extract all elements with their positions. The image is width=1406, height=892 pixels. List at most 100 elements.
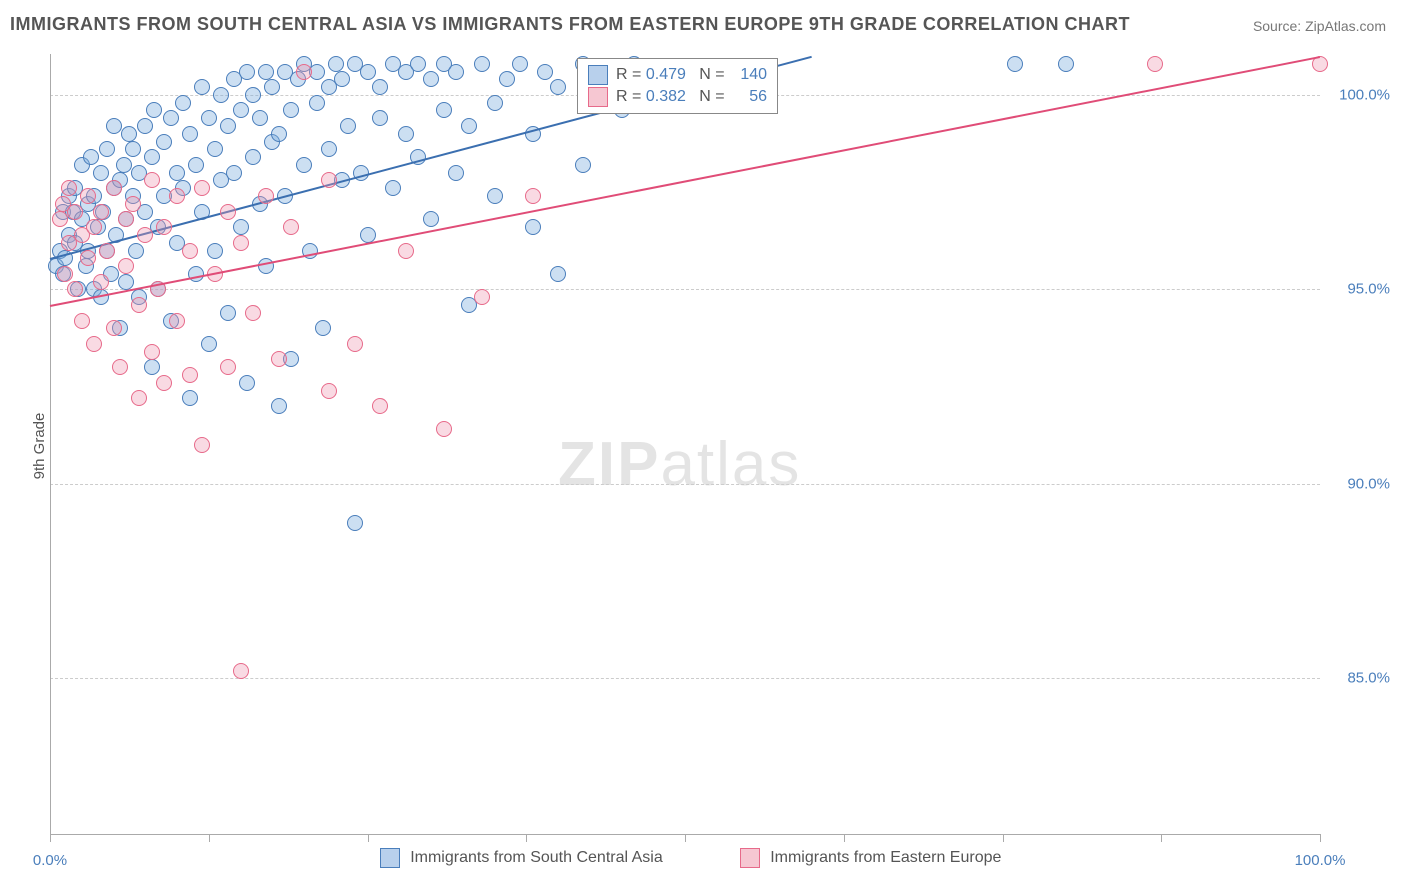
plot-area: ZIPatlas 85.0%90.0%95.0%100.0%R = 0.479 … (50, 56, 1320, 834)
legend-series: Immigrants from Eastern Europe (740, 848, 1001, 868)
data-point-south-central-asia (220, 305, 236, 321)
data-point-eastern-europe (80, 188, 96, 204)
data-point-south-central-asia (258, 64, 274, 80)
data-point-south-central-asia (201, 336, 217, 352)
legend-series-label: Immigrants from South Central Asia (410, 849, 663, 867)
y-tick-label: 95.0% (1330, 281, 1390, 298)
data-point-south-central-asia (116, 157, 132, 173)
legend-swatch (380, 848, 400, 868)
data-point-eastern-europe (525, 188, 541, 204)
y-tick-label: 100.0% (1330, 86, 1390, 103)
data-point-south-central-asia (245, 87, 261, 103)
legend-series-label: Immigrants from Eastern Europe (770, 849, 1001, 867)
data-point-eastern-europe (169, 313, 185, 329)
data-point-south-central-asia (296, 157, 312, 173)
data-point-south-central-asia (334, 71, 350, 87)
x-tick (1161, 834, 1162, 842)
data-point-south-central-asia (1058, 56, 1074, 72)
data-point-south-central-asia (194, 79, 210, 95)
data-point-south-central-asia (146, 102, 162, 118)
data-point-south-central-asia (499, 71, 515, 87)
x-tick-label: 100.0% (1295, 852, 1346, 869)
chart-title: IMMIGRANTS FROM SOUTH CENTRAL ASIA VS IM… (10, 14, 1130, 35)
data-point-south-central-asia (163, 110, 179, 126)
data-point-south-central-asia (525, 219, 541, 235)
data-point-eastern-europe (182, 243, 198, 259)
data-point-south-central-asia (360, 64, 376, 80)
data-point-south-central-asia (340, 118, 356, 134)
data-point-eastern-europe (137, 227, 153, 243)
data-point-eastern-europe (347, 336, 363, 352)
source-prefix: Source: (1253, 18, 1305, 34)
data-point-eastern-europe (156, 375, 172, 391)
data-point-eastern-europe (61, 180, 77, 196)
data-point-south-central-asia (156, 134, 172, 150)
data-point-south-central-asia (410, 56, 426, 72)
data-point-eastern-europe (182, 367, 198, 383)
legend-stats-row: R = 0.479 N = 140 (588, 65, 767, 85)
data-point-eastern-europe (118, 258, 134, 274)
legend-stats-row: R = 0.382 N = 56 (588, 87, 767, 107)
data-point-south-central-asia (128, 243, 144, 259)
gridline (50, 289, 1320, 290)
data-point-south-central-asia (233, 219, 249, 235)
data-point-south-central-asia (106, 118, 122, 134)
data-point-eastern-europe (271, 351, 287, 367)
data-point-south-central-asia (398, 126, 414, 142)
data-point-south-central-asia (239, 64, 255, 80)
watermark-bold: ZIP (558, 430, 660, 499)
chart-container: IMMIGRANTS FROM SOUTH CENTRAL ASIA VS IM… (0, 0, 1406, 892)
data-point-south-central-asia (182, 390, 198, 406)
data-point-eastern-europe (125, 196, 141, 212)
data-point-eastern-europe (194, 437, 210, 453)
data-point-south-central-asia (83, 149, 99, 165)
data-point-south-central-asia (144, 149, 160, 165)
data-point-eastern-europe (372, 398, 388, 414)
data-point-south-central-asia (137, 118, 153, 134)
data-point-south-central-asia (188, 157, 204, 173)
data-point-eastern-europe (296, 64, 312, 80)
data-point-eastern-europe (258, 188, 274, 204)
data-point-south-central-asia (201, 110, 217, 126)
data-point-south-central-asia (226, 165, 242, 181)
data-point-south-central-asia (487, 95, 503, 111)
data-point-south-central-asia (175, 95, 191, 111)
data-point-south-central-asia (474, 56, 490, 72)
x-tick (685, 834, 686, 842)
data-point-south-central-asia (448, 165, 464, 181)
source-link[interactable]: ZipAtlas.com (1305, 18, 1386, 34)
legend-stats-box: R = 0.479 N = 140R = 0.382 N = 56 (577, 58, 778, 114)
data-point-south-central-asia (461, 118, 477, 134)
data-point-south-central-asia (487, 188, 503, 204)
data-point-eastern-europe (156, 219, 172, 235)
data-point-eastern-europe (321, 383, 337, 399)
data-point-eastern-europe (245, 305, 261, 321)
data-point-eastern-europe (131, 390, 147, 406)
data-point-eastern-europe (144, 172, 160, 188)
data-point-south-central-asia (309, 95, 325, 111)
data-point-eastern-europe (194, 180, 210, 196)
x-tick (50, 834, 51, 842)
data-point-eastern-europe (233, 235, 249, 251)
data-point-south-central-asia (271, 398, 287, 414)
data-point-south-central-asia (220, 118, 236, 134)
y-tick-label: 85.0% (1330, 670, 1390, 687)
data-point-eastern-europe (86, 219, 102, 235)
x-tick (526, 834, 527, 842)
data-point-eastern-europe (106, 320, 122, 336)
data-point-south-central-asia (328, 56, 344, 72)
data-point-eastern-europe (52, 211, 68, 227)
data-point-south-central-asia (372, 110, 388, 126)
data-point-south-central-asia (271, 126, 287, 142)
data-point-eastern-europe (99, 243, 115, 259)
y-tick-label: 90.0% (1330, 475, 1390, 492)
data-point-south-central-asia (125, 141, 141, 157)
data-point-south-central-asia (512, 56, 528, 72)
legend-swatch (588, 87, 608, 107)
data-point-eastern-europe (169, 188, 185, 204)
data-point-eastern-europe (74, 313, 90, 329)
data-point-eastern-europe (220, 204, 236, 220)
data-point-south-central-asia (245, 149, 261, 165)
data-point-eastern-europe (112, 359, 128, 375)
x-tick (1320, 834, 1321, 842)
